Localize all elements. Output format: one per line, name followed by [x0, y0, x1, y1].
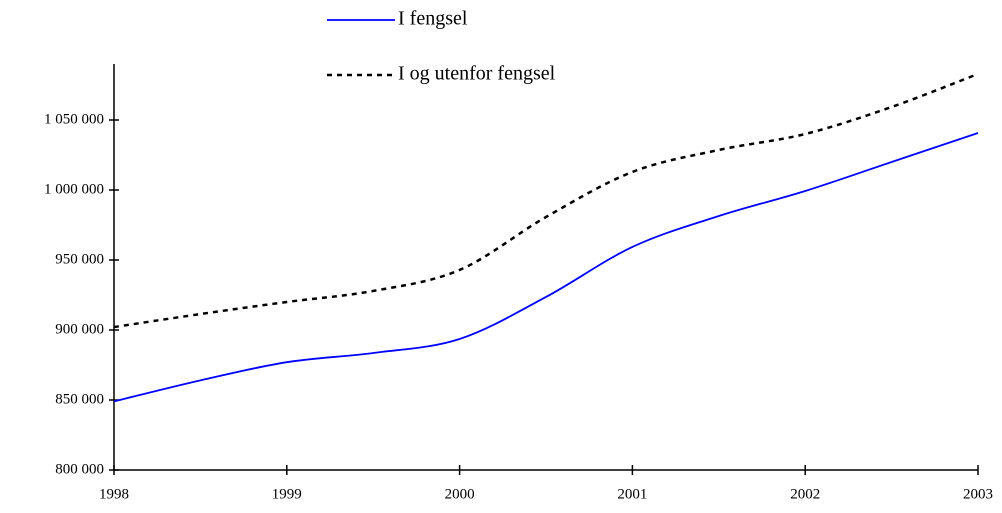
y-tick-label: 1 050 000: [44, 111, 104, 127]
series-line: [113, 72, 979, 329]
legend-label: I fengsel: [398, 8, 468, 30]
y-tick-label: 850 000: [55, 391, 104, 407]
x-tick-label: 1999: [272, 486, 302, 502]
x-tick-label: 2003: [963, 486, 993, 502]
y-tick-label: 900 000: [55, 321, 104, 337]
y-tick-label: 950 000: [55, 251, 104, 267]
y-tick-label: 800 000: [55, 461, 104, 477]
series-line: [113, 132, 979, 403]
x-tick-label: 2002: [790, 486, 820, 502]
x-tick-label: 2000: [445, 486, 475, 502]
x-tick-label: 1998: [99, 486, 129, 502]
y-tick-label: 1 000 000: [44, 181, 104, 197]
x-tick-label: 2001: [617, 486, 647, 502]
legend-label: I og utenfor fengsel: [398, 63, 556, 85]
